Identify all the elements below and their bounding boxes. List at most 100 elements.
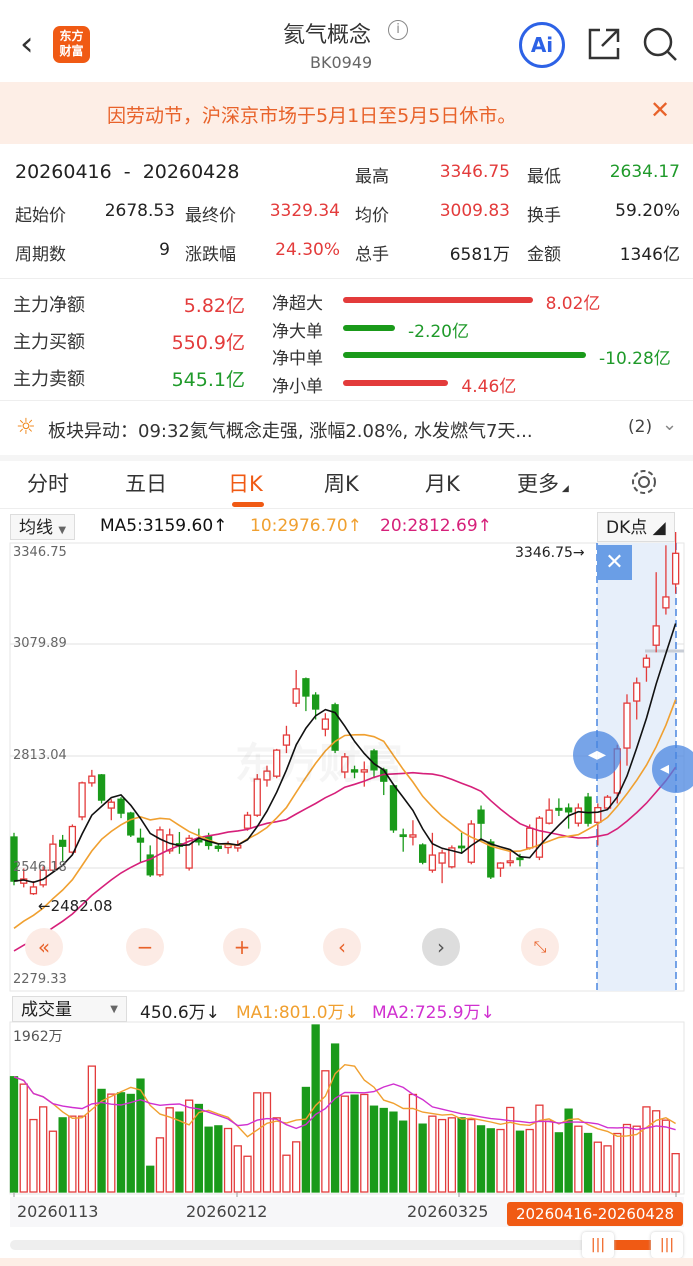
flow-label: 净大单 — [272, 321, 323, 342]
candle-body — [29, 886, 38, 895]
date-tick: 20260325 — [407, 1202, 489, 1221]
timeline-left-handle[interactable]: ||| — [582, 1232, 614, 1258]
high-label: 最高 — [355, 167, 389, 187]
volume-bar — [642, 1106, 651, 1193]
volume-bar — [535, 1104, 544, 1193]
fullscreen-button[interactable]: ⤡ — [521, 928, 559, 966]
scroll-right-button[interactable]: › — [422, 928, 460, 966]
candle-body — [642, 657, 651, 668]
candle-body — [243, 814, 252, 829]
tab-5[interactable]: 更多 ◢ — [517, 472, 569, 496]
volume-bar — [292, 1141, 301, 1193]
volume-max-label: 1962万 — [13, 1029, 63, 1045]
alert-text[interactable]: 板块异动：09:32氦气概念走强, 涨幅2.08%, 水发燃气7天... — [48, 421, 533, 442]
date-tick: 20260113 — [17, 1202, 99, 1221]
candle-body — [292, 688, 300, 704]
candle-body — [594, 806, 602, 823]
candle-body — [409, 834, 417, 838]
dk-label: DK点 — [606, 518, 648, 538]
candle-body — [506, 860, 514, 864]
candle-body — [399, 834, 407, 838]
volume-bar — [29, 1118, 38, 1193]
volume-bar — [301, 1086, 311, 1193]
volume-bar — [340, 1095, 349, 1193]
volume-bar — [77, 1115, 87, 1193]
volume-bar — [87, 1065, 96, 1193]
back-button[interactable]: ‹ — [20, 24, 34, 64]
volume-bar — [116, 1092, 126, 1193]
volume-bar — [107, 1093, 116, 1193]
flow-label: 净超大 — [272, 294, 323, 314]
scroll-left-button[interactable]: ‹ — [323, 928, 361, 966]
volume-ma1: MA1:801.0万↓ — [236, 1003, 359, 1023]
volume-bar — [165, 1107, 174, 1193]
close-value: 3329.34 — [269, 201, 340, 221]
fund-label: 主力卖额 — [13, 369, 85, 390]
candle-body — [195, 839, 203, 843]
gear-icon[interactable] — [630, 468, 658, 496]
chevron-down-icon[interactable]: ⌄ — [662, 414, 678, 435]
banner-text: 因劳动节，沪深京市场于5月1日至5月5日休市。 — [107, 105, 517, 127]
zoom-in-button[interactable]: + — [223, 928, 261, 966]
candle-body — [555, 807, 563, 811]
tab-2[interactable]: 日K — [228, 468, 263, 498]
low-mark: ←2482.08 — [38, 897, 113, 915]
candle-body — [419, 844, 427, 863]
high-mark: 3346.75→ — [515, 545, 585, 561]
timeline-right-handle[interactable]: ||| — [651, 1232, 683, 1258]
zoom-out-button[interactable]: − — [126, 928, 164, 966]
alert-count: (2) — [628, 417, 653, 437]
holiday-banner — [0, 82, 693, 144]
candle-body — [535, 817, 544, 858]
range-end-handle[interactable]: ◂ — [652, 745, 693, 793]
dk-point-button[interactable]: DK点 ◢ — [597, 512, 675, 542]
volume-bar — [632, 1125, 641, 1193]
ai-button[interactable]: Ai — [519, 22, 565, 68]
info-icon[interactable]: i — [388, 20, 408, 40]
volume-bar — [613, 1132, 622, 1193]
volume-indicator-select[interactable]: 成交量 ▼ — [12, 996, 127, 1022]
range-start-handle[interactable]: ◂▸ — [573, 731, 621, 779]
tab-1[interactable]: 五日 — [125, 468, 167, 498]
tab-4[interactable]: 月K — [425, 468, 460, 498]
share-icon[interactable] — [586, 26, 622, 62]
avg-value: 3009.83 — [439, 201, 510, 221]
flow-bar — [343, 379, 449, 386]
close-range-button[interactable]: ✕ — [597, 545, 632, 580]
volume-bar — [437, 1118, 447, 1193]
amount-value: 1346亿 — [619, 245, 680, 265]
candle-body — [321, 718, 330, 730]
timeline-scrollbar[interactable] — [10, 1240, 683, 1250]
ma-indicator-select[interactable]: 均线 ▼ — [10, 514, 76, 540]
fund-value: 5.82亿 — [183, 295, 245, 317]
candle-body — [302, 678, 310, 697]
candle-body — [331, 704, 339, 751]
candle-body — [97, 774, 106, 801]
volume-bar — [204, 1126, 213, 1193]
candle-body — [671, 552, 680, 585]
scroll-left-fast-button[interactable]: « — [25, 928, 63, 966]
volume-bar — [272, 1117, 281, 1193]
volume-bar — [515, 1130, 525, 1193]
timeline-selection[interactable] — [612, 1240, 652, 1250]
candle-body — [49, 843, 57, 871]
tab-0[interactable]: 分时 — [27, 468, 69, 498]
volume-value: 6581万 — [449, 245, 510, 265]
candle-body — [438, 852, 446, 864]
volume-bar — [379, 1107, 388, 1193]
fund-label: 主力净额 — [13, 295, 85, 316]
volume-bar — [9, 1076, 19, 1193]
fund-label: 主力买额 — [13, 332, 85, 353]
close-banner-icon[interactable]: ✕ — [650, 96, 671, 124]
volume-bar — [369, 1105, 379, 1193]
candle-body — [457, 845, 466, 849]
tab-3[interactable]: 周K — [324, 468, 359, 498]
candle-body — [311, 694, 320, 710]
candle-body — [59, 839, 67, 847]
search-icon[interactable] — [642, 26, 678, 62]
volume-bar — [418, 1123, 427, 1193]
candle-body — [273, 749, 281, 777]
volume-bar — [175, 1111, 184, 1193]
